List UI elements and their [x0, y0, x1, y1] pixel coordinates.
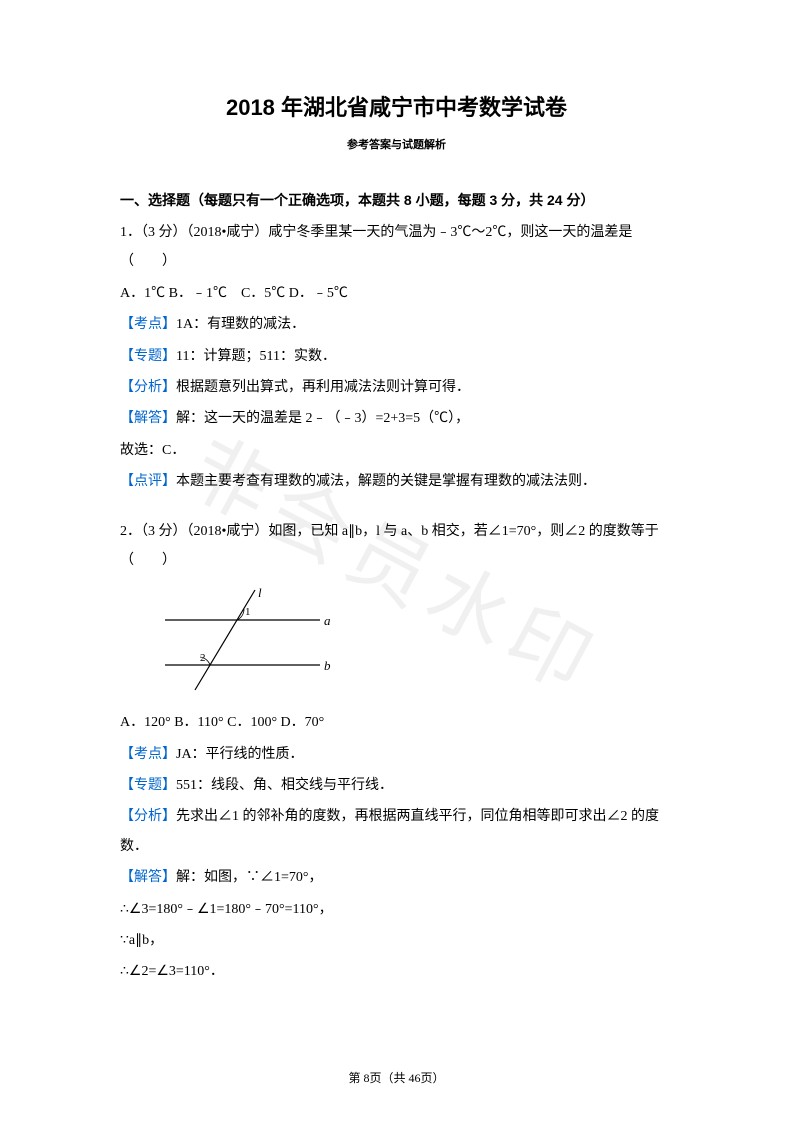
q2-jieda-text: 解：如图，∵∠1=70°，	[176, 870, 323, 885]
label-l: l	[258, 585, 262, 600]
geometry-diagram: l a b 1 2	[160, 585, 340, 695]
fenxi-tag: 【分析】	[120, 380, 176, 395]
q1-fenxi-text: 根据题意列出算式，再利用减法法则计算可得．	[176, 380, 470, 395]
label-a: a	[324, 613, 331, 628]
q1-dianping: 【点评】本题主要考查有理数的减法，解题的关键是掌握有理数的减法法则．	[120, 467, 673, 496]
q1-jieda-text: 解：这一天的温差是 2﹣（﹣3）=2+3=5（℃），	[176, 411, 469, 426]
exam-title: 2018 年湖北省咸宁市中考数学试卷	[120, 90, 673, 122]
exam-subtitle: 参考答案与试题解析	[120, 136, 673, 152]
q2-stem: 2．（3 分）（2018•咸宁）如图，已知 a∥b，l 与 a、b 相交，若∠1…	[120, 517, 673, 576]
q2-jieda3: ∵a∥b，	[120, 926, 673, 955]
label-angle1: 1	[245, 606, 251, 618]
q2-zhuanti-text: 551：线段、角、相交线与平行线．	[176, 778, 393, 793]
fenxi-tag: 【分析】	[120, 809, 176, 824]
label-angle2: 2	[200, 652, 206, 664]
kaodian-tag: 【考点】	[120, 747, 176, 762]
q1-zhuanti: 【专题】11：计算题；511：实数．	[120, 342, 673, 371]
q1-jieda2: 故选：C．	[120, 436, 673, 465]
q2-options: A．120° B．110° C．100° D．70°	[120, 708, 673, 737]
zhuanti-tag: 【专题】	[120, 778, 176, 793]
q2-jieda2: ∴∠3=180°﹣∠1=180°﹣70°=110°，	[120, 895, 673, 924]
line-l	[195, 590, 255, 690]
zhuanti-tag: 【专题】	[120, 349, 176, 364]
q2-fenxi: 【分析】先求出∠1 的邻补角的度数，再根据两直线平行，同位角相等即可求出∠2 的…	[120, 802, 673, 861]
page-footer: 第 8页（共 46页）	[0, 1069, 793, 1086]
q1-fenxi: 【分析】根据题意列出算式，再利用减法法则计算可得．	[120, 373, 673, 402]
jieda-tag: 【解答】	[120, 411, 176, 426]
dianping-tag: 【点评】	[120, 474, 176, 489]
jieda-tag: 【解答】	[120, 870, 176, 885]
q2-kaodian-text: JA：平行线的性质．	[176, 747, 304, 762]
q2-jieda: 【解答】解：如图，∵∠1=70°，	[120, 863, 673, 892]
q1-dianping-text: 本题主要考查有理数的减法，解题的关键是掌握有理数的减法法则．	[176, 474, 596, 489]
q1-kaodian: 【考点】1A：有理数的减法．	[120, 310, 673, 339]
q1-zhuanti-text: 11：计算题；511：实数．	[176, 349, 336, 364]
q1-stem: 1．（3 分）（2018•咸宁）咸宁冬季里某一天的气温为﹣3℃～2℃，则这一天的…	[120, 218, 673, 277]
q2-jieda4: ∴∠2=∠3=110°．	[120, 957, 673, 986]
q1-options: A．1℃ B．﹣1℃ C．5℃ D．﹣5℃	[120, 279, 673, 308]
q2-zhuanti: 【专题】551：线段、角、相交线与平行线．	[120, 771, 673, 800]
label-b: b	[324, 658, 331, 673]
section-header: 一、选择题（每题只有一个正确选项，本题共 8 小题，每题 3 分，共 24 分）	[120, 190, 673, 210]
q1-kaodian-text: 1A：有理数的减法．	[176, 317, 305, 332]
q1-jieda: 【解答】解：这一天的温差是 2﹣（﹣3）=2+3=5（℃），	[120, 404, 673, 433]
q2-fenxi-text: 先求出∠1 的邻补角的度数，再根据两直线平行，同位角相等即可求出∠2 的度数．	[120, 809, 659, 853]
q2-kaodian: 【考点】JA：平行线的性质．	[120, 740, 673, 769]
kaodian-tag: 【考点】	[120, 317, 176, 332]
